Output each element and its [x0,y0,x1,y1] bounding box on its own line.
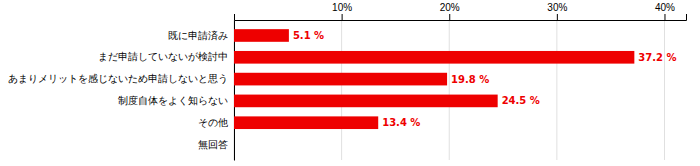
y-tick: 無回答 [198,139,234,150]
x-tick: 10% [332,2,352,20]
x-tick [234,14,235,20]
y-tick-label: まだ申請していないが検討中 [98,51,228,62]
bar [234,29,289,42]
x-tick-label: 20% [440,2,460,13]
y-tick-label: 既に申請済み [168,30,228,41]
x-tick-mark [557,14,558,20]
y-tick: 既に申請済み [168,30,234,41]
y-tick-label: 制度自体をよく知らない [118,95,228,106]
x-tick: 30% [547,2,567,20]
y-tick: あまりメリットを感じないため申請しないと思う [8,73,234,84]
x-tick-label: 30% [547,2,567,13]
grid-line [449,20,450,160]
x-tick-label: 10% [332,2,352,13]
data-label: 13.4 % [382,117,420,128]
bar [234,116,378,129]
y-tick: 制度自体をよく知らない [118,95,234,106]
bar [234,51,634,64]
grid-line [556,20,557,160]
data-label: 37.2 % [638,52,676,63]
x-tick: 20% [440,2,460,20]
grid-line [664,20,665,160]
x-tick-label: 40% [655,2,675,13]
bar [234,95,498,108]
x-tick: 40% [655,2,675,20]
y-tick: まだ申請していないが検討中 [98,51,234,62]
data-label: 19.8 % [451,74,489,85]
x-tick-mark [234,14,235,20]
x-axis-line [235,14,687,21]
y-tick: その他 [198,117,234,128]
data-labels: 5.1 % 37.2 % 19.8 % 24.5 % 13.4 % [293,30,677,128]
x-tick-mark [664,14,665,20]
y-tick-label: 無回答 [198,139,228,150]
x-tick-mark [449,14,450,20]
grid [234,20,664,160]
data-label: 5.1 % [293,30,324,41]
grid-line [341,20,342,160]
x-axis: 10% 20% 30% 40% [235,2,687,21]
data-label: 24.5 % [502,95,540,106]
bar [234,138,235,151]
y-tick-label: あまりメリットを感じないため申請しないと思う [8,73,228,84]
chart: 10% 20% 30% 40% 既に申請済みまだ申請していないが検討中あまりメリットを感… [0,0,700,166]
y-tick-label: その他 [198,117,228,128]
x-tick-mark [342,14,343,20]
plot: 10% 20% 30% 40% 既に申請済みまだ申請していないが検討中あまりメリットを感… [8,2,687,161]
y-axis: 既に申請済みまだ申請していないが検討中あまりメリットを感じないため申請しないと思… [8,21,235,161]
bars [234,29,634,129]
bar [234,73,447,86]
